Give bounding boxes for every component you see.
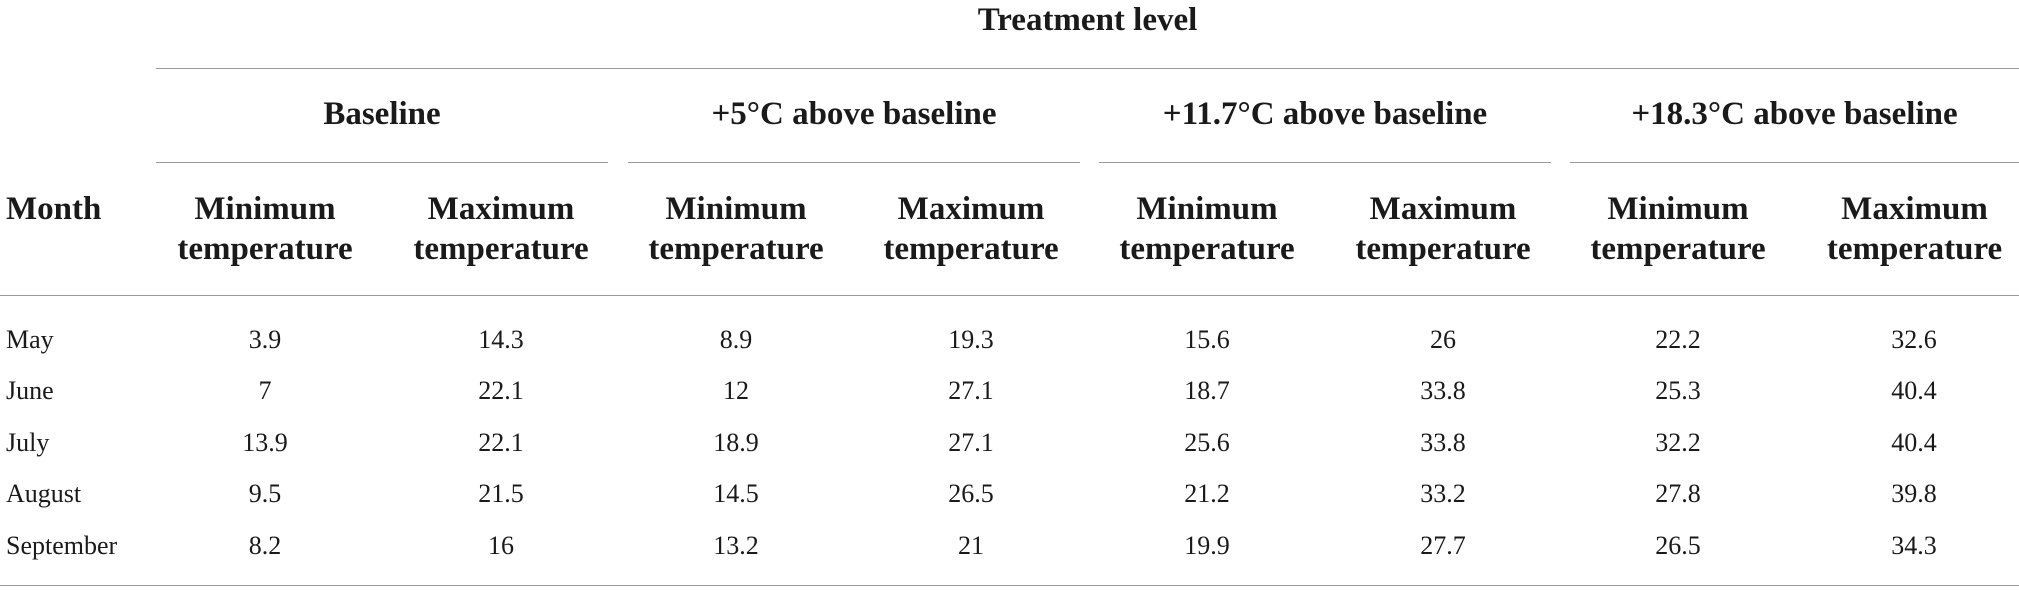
cell-value: 27.7 [1420,531,1466,560]
cell-value: 34.3 [1891,531,1937,560]
cell-value: 22.1 [478,428,524,457]
group-header-plus11-7: +11.7°C above baseline [1162,96,1488,132]
group-rule-plus18-3 [1570,162,2019,163]
cell-value: 26 [1430,325,1456,354]
cell-value: 32.6 [1891,325,1937,354]
cell-value: 8.2 [248,531,282,560]
row-month-label: September [6,531,118,560]
cell-value: 19.9 [1184,531,1230,560]
title-rule [156,68,2019,69]
cell-value: 40.4 [1891,376,1937,405]
cell-value: 39.8 [1891,479,1937,508]
group-rule-baseline [156,162,608,163]
group-rule-plus5 [628,162,1080,163]
row-month-label: July [6,428,50,457]
cell-value: 15.6 [1184,325,1230,354]
cell-value: 21.2 [1184,479,1230,508]
cell-value: 26.5 [1655,531,1701,560]
subheader-max: Maximum temperature [1338,189,1548,269]
cell-value: 18.9 [713,428,759,457]
subheader-min: Minimum temperature [1102,189,1312,269]
subheader-line1: Minimum [1607,191,1749,227]
group-header-plus18-3: +18.3°C above baseline [1631,96,1958,132]
header-bottom-rule [0,295,2019,296]
cell-value: 33.2 [1420,479,1466,508]
cell-value: 32.2 [1655,428,1701,457]
cell-value: 21 [958,531,984,560]
cell-value: 8.9 [719,325,753,354]
subheader-min: Minimum temperature [1573,189,1783,269]
subheader-line1: Maximum [1369,191,1517,227]
cell-value: 9.5 [248,479,282,508]
subheader-line1: Minimum [194,191,336,227]
cell-value: 22.2 [1655,325,1701,354]
group-header-baseline: Baseline [323,96,441,132]
subheader-line2: temperature [177,231,353,267]
cell-value: 19.3 [948,325,994,354]
cell-value: 22.1 [478,376,524,405]
cell-value: 27.1 [948,428,994,457]
subheader-line2: temperature [1119,231,1295,267]
subheader-line2: temperature [1355,231,1531,267]
cell-value: 16 [488,531,514,560]
subheader-min: Minimum temperature [160,189,370,269]
subheader-max: Maximum temperature [396,189,606,269]
table-title: Treatment level [977,2,1198,38]
subheader-max: Maximum temperature [866,189,1076,269]
subheader-line1: Maximum [897,191,1045,227]
cell-value: 13.9 [242,428,288,457]
subheader-line1: Minimum [665,191,807,227]
subheader-line1: Maximum [427,191,575,227]
subheader-line2: temperature [1590,231,1766,267]
cell-value: 33.8 [1420,376,1466,405]
cell-value: 21.5 [478,479,524,508]
table-bottom-rule [0,585,2019,586]
cell-value: 25.3 [1655,376,1701,405]
cell-value: 13.2 [713,531,759,560]
group-header-plus5: +5°C above baseline [711,96,997,132]
cell-value: 26.5 [948,479,994,508]
subheader-line1: Minimum [1136,191,1278,227]
subheader-line2: temperature [413,231,589,267]
cell-value: 33.8 [1420,428,1466,457]
cell-value: 7 [258,376,272,405]
subheader-min: Minimum temperature [631,189,841,269]
cell-value: 14.3 [478,325,524,354]
cell-value: 27.1 [948,376,994,405]
month-column-header: Month [6,191,102,227]
subheader-line1: Maximum [1841,191,1988,227]
group-rule-plus11-7 [1099,162,1551,163]
subheader-line2: temperature [648,231,824,267]
cell-value: 3.9 [248,325,282,354]
row-month-label: August [6,479,82,508]
cell-value: 14.5 [713,479,759,508]
cell-value: 18.7 [1184,376,1230,405]
cell-value: 12 [723,376,749,405]
subheader-line2: temperature [883,231,1059,267]
subheader-line2: temperature [1826,231,2003,267]
row-month-label: May [6,325,54,354]
cell-value: 40.4 [1891,428,1937,457]
cell-value: 27.8 [1655,479,1701,508]
subheader-max: Maximum temperature [1810,189,2019,269]
row-month-label: June [6,376,54,405]
cell-value: 25.6 [1184,428,1230,457]
